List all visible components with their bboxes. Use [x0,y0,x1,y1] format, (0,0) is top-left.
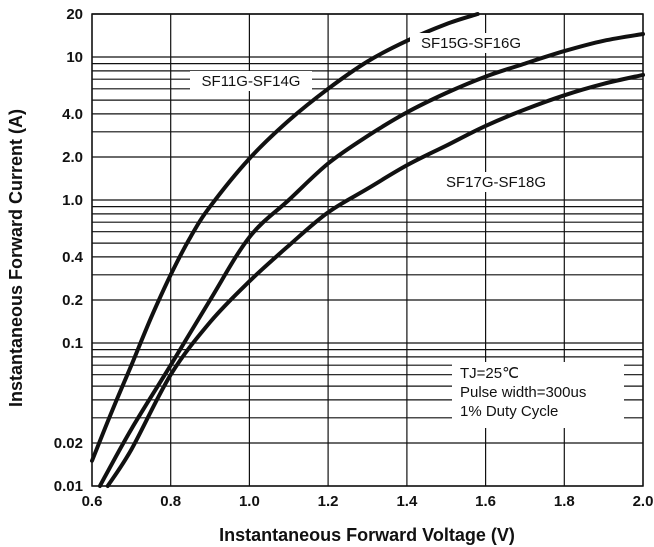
series-label-1: SF11G-SF14G [202,73,301,90]
x-tick-label: 0.6 [82,493,103,510]
y-tick-label: 0.2 [62,292,83,309]
x-tick-label: 1.2 [318,493,339,510]
y-tick-label: 0.02 [54,435,83,452]
y-tick-label: 10 [66,49,83,66]
y-axis-title: Instantaneous Forward Current (A) [6,109,26,407]
series-label-bg [190,71,312,91]
x-tick-label: 1.0 [239,493,260,510]
x-axis-title: Instantaneous Forward Voltage (V) [219,525,515,545]
y-tick-label: 1.0 [62,192,83,209]
label-layer: SF11G-SF14G SF15G-SF16G SF17G-SF18G TJ=25℃ P… [190,33,624,428]
series-curve-2 [97,32,645,488]
series-label-2: SF15G-SF16G [421,35,521,52]
series-label-bg [435,172,557,192]
x-tick-label: 1.6 [475,493,496,510]
y-tick-label: 4.0 [62,106,83,123]
y-tick-label: 2.0 [62,149,83,166]
x-tick-label: 1.8 [554,493,575,510]
y-tick-label: 0.01 [54,478,83,495]
curve-layer [90,12,645,488]
y-tick-label: 20 [66,6,83,23]
annotation-line-1: TJ=25℃ [460,365,519,382]
series-curve-1 [90,12,480,463]
series-label-bg [410,33,532,53]
tick-layer: 0.01 0.02 0.1 0.2 0.4 1.0 2.0 4.0 10 20 0.6 0.8 1.0 1… [54,6,654,510]
annotation-bg [452,362,624,428]
x-tick-label: 1.4 [396,493,418,510]
series-label-3: SF17G-SF18G [446,174,546,191]
x-tick-label: 0.8 [160,493,181,510]
annotation-line-2: Pulse width=300us [460,384,586,401]
plot-frame [91,13,644,487]
annotation-line-3: 1% Duty Cycle [460,403,558,420]
y-tick-label: 0.4 [62,249,84,266]
x-tick-label: 2.0 [633,493,654,510]
series-curve-3 [105,72,645,488]
y-tick-label: 0.1 [62,335,83,352]
